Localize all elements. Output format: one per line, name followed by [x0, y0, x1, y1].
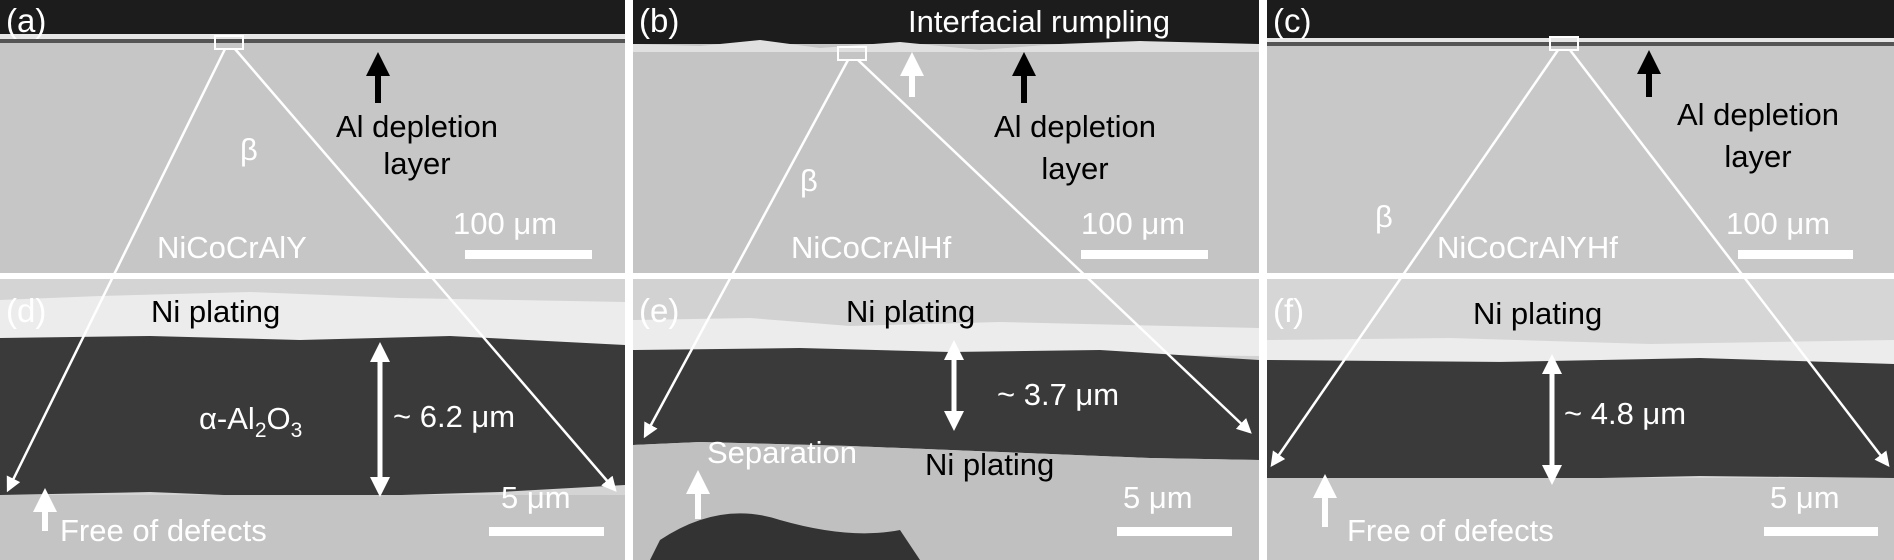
- annotation: layer: [1041, 151, 1108, 186]
- thickness-label: ~ 4.8 μm: [1564, 396, 1686, 431]
- annotation: Interfacial rumpling: [908, 4, 1170, 39]
- scale-label: 5 μm: [1770, 480, 1840, 515]
- phase-label: β: [1375, 199, 1393, 234]
- annotation: Free of defects: [1347, 513, 1554, 548]
- annotation: Free of defects: [60, 513, 267, 548]
- panel-label: (b): [639, 2, 679, 39]
- alloy-label: NiCoCrAlY: [157, 230, 307, 265]
- panel-c: (c) Al depletion layer β NiCoCrAlYHf 100…: [1267, 0, 1894, 273]
- panel-d: (d) Ni plating α-Al2O3 ~ 6.2 μm 5 μm Fre…: [0, 279, 625, 560]
- alloy-label: NiCoCrAlHf: [791, 230, 952, 265]
- annotation: Al depletion: [336, 109, 498, 144]
- panel-b: (b) Interfacial rumpling Al depletion la…: [633, 0, 1259, 273]
- panel-f: (f) Ni plating ~ 4.8 μm 5 μm Free of def…: [1267, 279, 1894, 560]
- annotation: Ni plating: [925, 447, 1054, 482]
- annotation: Ni plating: [846, 294, 975, 329]
- scale-label: 5 μm: [1123, 480, 1193, 515]
- scale-label: 100 μm: [1726, 206, 1830, 241]
- scale-label: 5 μm: [501, 480, 571, 515]
- annotation: layer: [1724, 139, 1791, 174]
- panel-label: (d): [6, 292, 46, 329]
- scale-label: 100 μm: [1081, 206, 1185, 241]
- panel-label: (e): [639, 292, 679, 329]
- annotation: layer: [383, 146, 450, 181]
- annotation: Al depletion: [994, 109, 1156, 144]
- alloy-label: NiCoCrAlYHf: [1437, 230, 1618, 265]
- panel-label: (a): [6, 2, 46, 39]
- thickness-label: ~ 3.7 μm: [997, 377, 1119, 412]
- annotation: Ni plating: [1473, 296, 1602, 331]
- scale-label: 100 μm: [453, 206, 557, 241]
- phase-label: β: [240, 132, 258, 167]
- panel-label: (c): [1273, 2, 1311, 39]
- annotation: Separation: [707, 435, 857, 470]
- annotation: Al depletion: [1677, 97, 1839, 132]
- panel-label: (f): [1273, 292, 1304, 329]
- phase-label: β: [800, 163, 818, 198]
- panel-a: (a) Al depletion layer β NiCoCrAlY 100 μ…: [0, 0, 625, 273]
- annotation: Ni plating: [151, 294, 280, 329]
- zoom-lines: [6, 48, 1890, 493]
- panel-e: (e) Ni plating ~ 3.7 μm Separation Ni pl…: [633, 279, 1259, 560]
- annotation: α-Al2O3: [199, 401, 302, 442]
- thickness-label: ~ 6.2 μm: [393, 399, 515, 434]
